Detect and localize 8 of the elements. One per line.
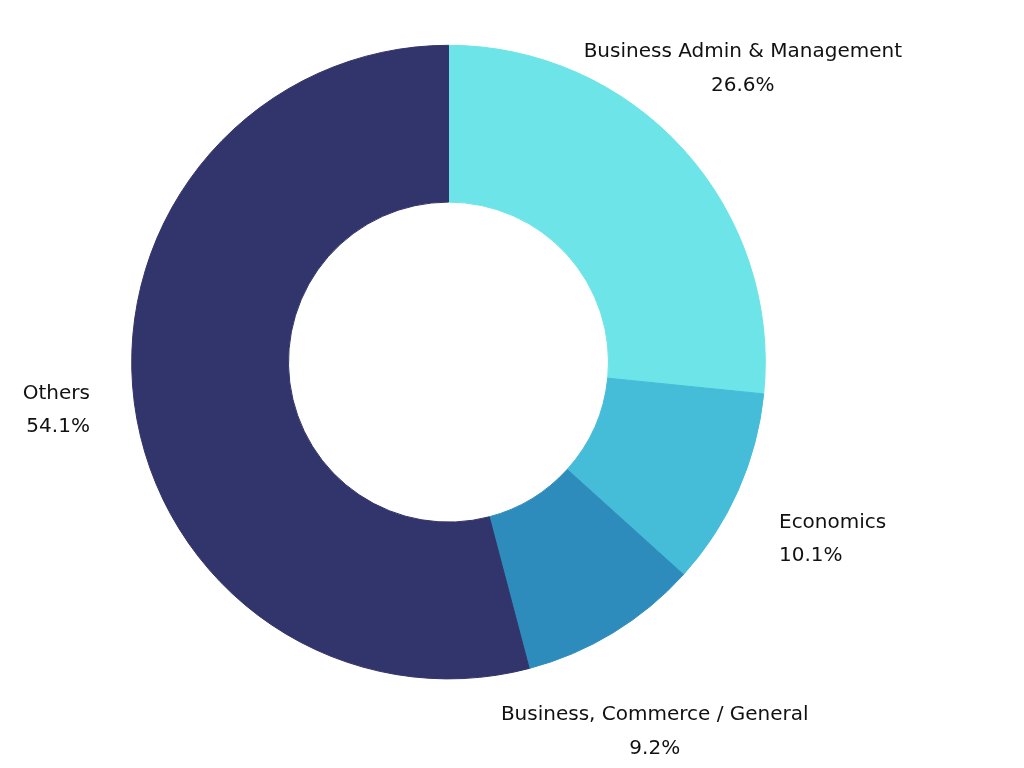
slice-label: Economics <box>778 508 887 533</box>
slice-label: Business Admin & Management <box>583 38 903 63</box>
data-label: 9.2% <box>629 734 681 759</box>
slice-label: Business, Commerce / General <box>500 701 809 726</box>
data-label: 26.6% <box>711 71 775 96</box>
data-label: 10.1% <box>778 542 843 567</box>
data-label: 54.1% <box>26 413 90 438</box>
slice-label: Others <box>22 379 90 404</box>
